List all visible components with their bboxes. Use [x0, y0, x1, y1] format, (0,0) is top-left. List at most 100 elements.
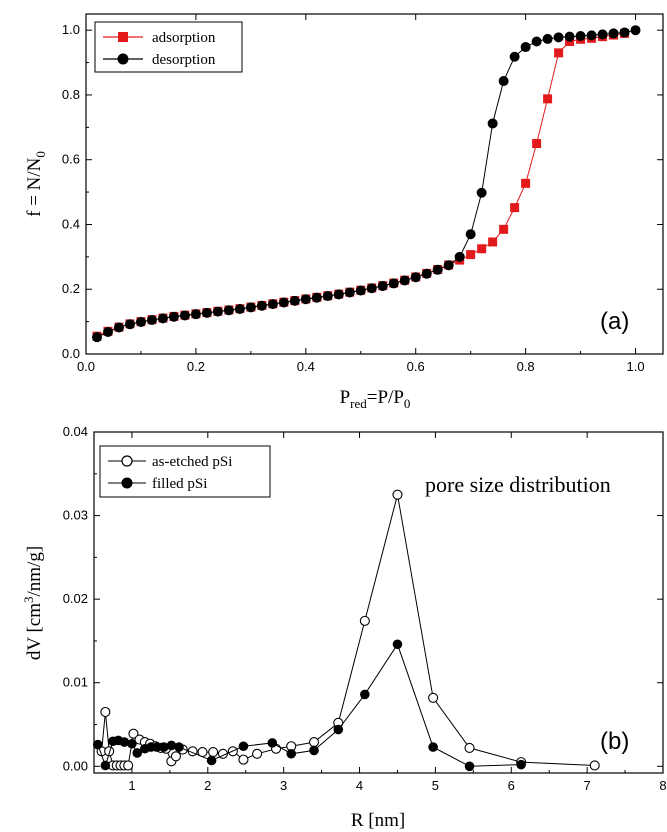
panel-a-x-tick-label: 1.0: [626, 359, 644, 374]
series-desorption-point: [124, 319, 135, 330]
panel-b-x-tick-label: 5: [432, 778, 439, 793]
series-desorption-point: [168, 311, 179, 322]
series-as-etched-psi-point: [238, 754, 249, 765]
series-desorption-point: [564, 31, 575, 42]
series-desorption-point: [553, 32, 564, 43]
series-desorption-point: [322, 291, 333, 302]
series-desorption-point: [619, 27, 630, 38]
series-desorption-point: [245, 302, 256, 313]
series-desorption-point: [377, 281, 388, 291]
series-desorption-point: [410, 272, 421, 283]
series-desorption-point: [146, 315, 157, 325]
series-as-etched-psi-point: [104, 746, 115, 757]
series-desorption-point: [355, 285, 366, 296]
panel-b-legend: as-etched pSi filled pSi: [99, 445, 271, 498]
series-desorption-point: [91, 332, 102, 343]
series-desorption-point: [432, 264, 443, 275]
series-desorption-point: [190, 309, 201, 320]
series-as-etched-psi-line: [101, 494, 595, 766]
panel-a-legend-box: [94, 21, 243, 73]
series-desorption-point: [113, 322, 124, 333]
series-desorption-point: [421, 268, 432, 279]
panel-b-annotation: pore size distribution: [425, 472, 611, 497]
series-as-etched-psi-point: [170, 751, 181, 762]
series-filled-psi-point: [100, 760, 111, 771]
panel-b-label: (b): [600, 728, 629, 755]
series-desorption-point: [223, 305, 234, 316]
series-adsorption-point: [543, 94, 553, 104]
series-adsorption-point: [510, 203, 520, 213]
series-desorption-point: [135, 316, 146, 327]
series-desorption-point: [179, 310, 190, 321]
panel-b-x-tick-label: 4: [356, 778, 363, 793]
series-filled-psi-point: [286, 748, 297, 759]
panel-a-y-tick-label: 0.8: [62, 87, 80, 102]
series-as-etched-psi-point: [392, 489, 403, 500]
panel-a-y-tick-label: 0.0: [62, 346, 80, 361]
legend-filled-label: filled pSi: [152, 476, 207, 492]
panel-a-y-tick-label: 0.4: [62, 216, 80, 231]
series-as-etched-psi-point: [589, 760, 600, 771]
series-filled-psi-point: [360, 689, 370, 700]
panel-b-x-axis-label: R [nm]: [351, 810, 405, 831]
series-adsorption-point: [466, 250, 476, 260]
series-desorption-point: [333, 289, 344, 300]
series-desorption-point: [388, 278, 399, 289]
series-desorption-point: [487, 118, 498, 129]
series-filled-psi-point: [206, 755, 217, 766]
series-filled-psi-point: [464, 761, 475, 772]
series-filled-psi-point: [309, 745, 319, 756]
panel-b-y-tick-label: 0.04: [63, 424, 88, 439]
panel-a-y-tick-label: 0.6: [62, 152, 80, 167]
series-as-etched-psi-point: [428, 692, 439, 703]
panel-a-y-tick-label: 0.2: [62, 281, 80, 296]
panel-a-frame: [85, 13, 664, 355]
panel-a-ticks: 0.0 0.2 0.4 0.6 0.8 1.0 0.0 0.2 0.4 0.6 0.8 1.0: [62, 14, 663, 374]
panel-a-isotherm: 0.0 0.2 0.4 0.6 0.8 1.0 0.0 0.2 0.4 0.6 0.8 1.0 ads…: [24, 13, 664, 411]
series-filled-psi-point: [127, 738, 137, 749]
series-adsorption-point: [554, 48, 564, 58]
series-filled-psi-point: [174, 742, 184, 752]
series-filled-psi-point: [158, 742, 169, 752]
series-adsorption-point: [477, 244, 487, 254]
series-adsorption-point: [488, 237, 498, 247]
series-desorption-point: [311, 292, 322, 303]
series-desorption-point: [300, 294, 311, 305]
series-desorption-point: [157, 313, 168, 324]
legend-as-etched-label: as-etched pSi: [152, 454, 232, 470]
series-filled-psi-point: [92, 739, 103, 750]
panel-b-x-tick-label: 2: [204, 778, 211, 793]
series-adsorption-point: [521, 178, 531, 188]
series-filled-psi-point: [119, 737, 130, 747]
series-desorption-point: [267, 299, 278, 310]
panel-b-x-tick-label: 8: [659, 778, 666, 793]
series-desorption-point: [597, 29, 608, 40]
panel-b-legend-box: [99, 445, 271, 498]
series-filled-psi-point: [392, 639, 403, 650]
series-desorption-point: [289, 295, 300, 306]
panel-a-x-axis-label: Pred=P/P0: [340, 387, 411, 411]
legend-adsorption-label: adsorption: [152, 30, 216, 46]
panel-a-x-tick-label: 0.2: [187, 359, 205, 374]
series-desorption-point: [454, 251, 465, 262]
legend-as-etched-marker: [121, 455, 133, 467]
series-desorption-point: [575, 31, 586, 42]
series-desorption-point: [531, 36, 542, 47]
series-desorption-point: [608, 28, 619, 39]
series-desorption-point: [443, 260, 454, 271]
series-as-etched-psi-point: [308, 737, 320, 748]
series-as-etched-psi-point: [123, 760, 134, 771]
panel-b-ticks: 1 2 3 4 5 6 7 8 0.00 0.01 0.02 0.03 0.04: [63, 424, 667, 793]
panel-a-x-tick-label: 0.4: [297, 359, 315, 374]
series-filled-psi-point: [333, 724, 344, 735]
legend-desorption-marker: [117, 53, 129, 65]
series-desorption-point: [520, 42, 531, 53]
series-filled-psi-point: [238, 741, 249, 752]
legend-filled-marker: [121, 477, 133, 489]
series-desorption-point: [278, 297, 289, 308]
panel-b-y-tick-label: 0.01: [63, 675, 88, 690]
panel-a-legend: adsorption desorption: [94, 21, 243, 73]
series-filled-psi-point: [267, 738, 278, 748]
series-desorption-point: [476, 187, 487, 198]
series-filled-psi-point: [516, 759, 526, 770]
